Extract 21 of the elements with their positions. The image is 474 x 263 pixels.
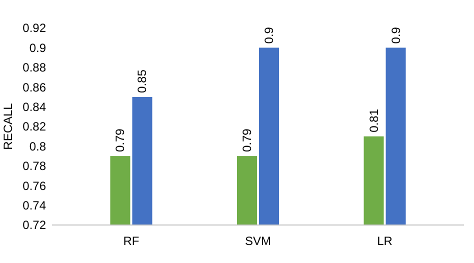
y-tick-label: 0.84	[22, 100, 46, 114]
x-tick-label: RF	[123, 234, 140, 248]
data-label: 0.79	[113, 128, 128, 152]
y-tick-label: 0.78	[22, 159, 46, 174]
y-tick-label: 0.9	[29, 40, 46, 55]
data-label: 0.85	[135, 69, 150, 93]
y-tick-label: 0.76	[22, 178, 46, 193]
y-tick-label: 0.82	[22, 120, 46, 134]
data-label: 0.9	[388, 26, 403, 44]
x-tick-label: LR	[377, 234, 393, 248]
data-label: 0.79	[240, 128, 254, 152]
y-tick-label: 0.92	[22, 21, 46, 36]
y-tick-label: 0.8	[29, 139, 46, 154]
y-axis-title: RECALL	[1, 102, 15, 150]
y-tick-label: 0.74	[22, 198, 46, 212]
x-tick-label: SVM	[244, 234, 272, 248]
data-label: 0.9	[262, 26, 276, 44]
y-tick-label: 0.88	[22, 60, 46, 75]
data-label: 0.81	[366, 108, 381, 132]
y-tick-label: 0.86	[22, 80, 46, 94]
y-tick-label: 0.72	[22, 218, 46, 232]
